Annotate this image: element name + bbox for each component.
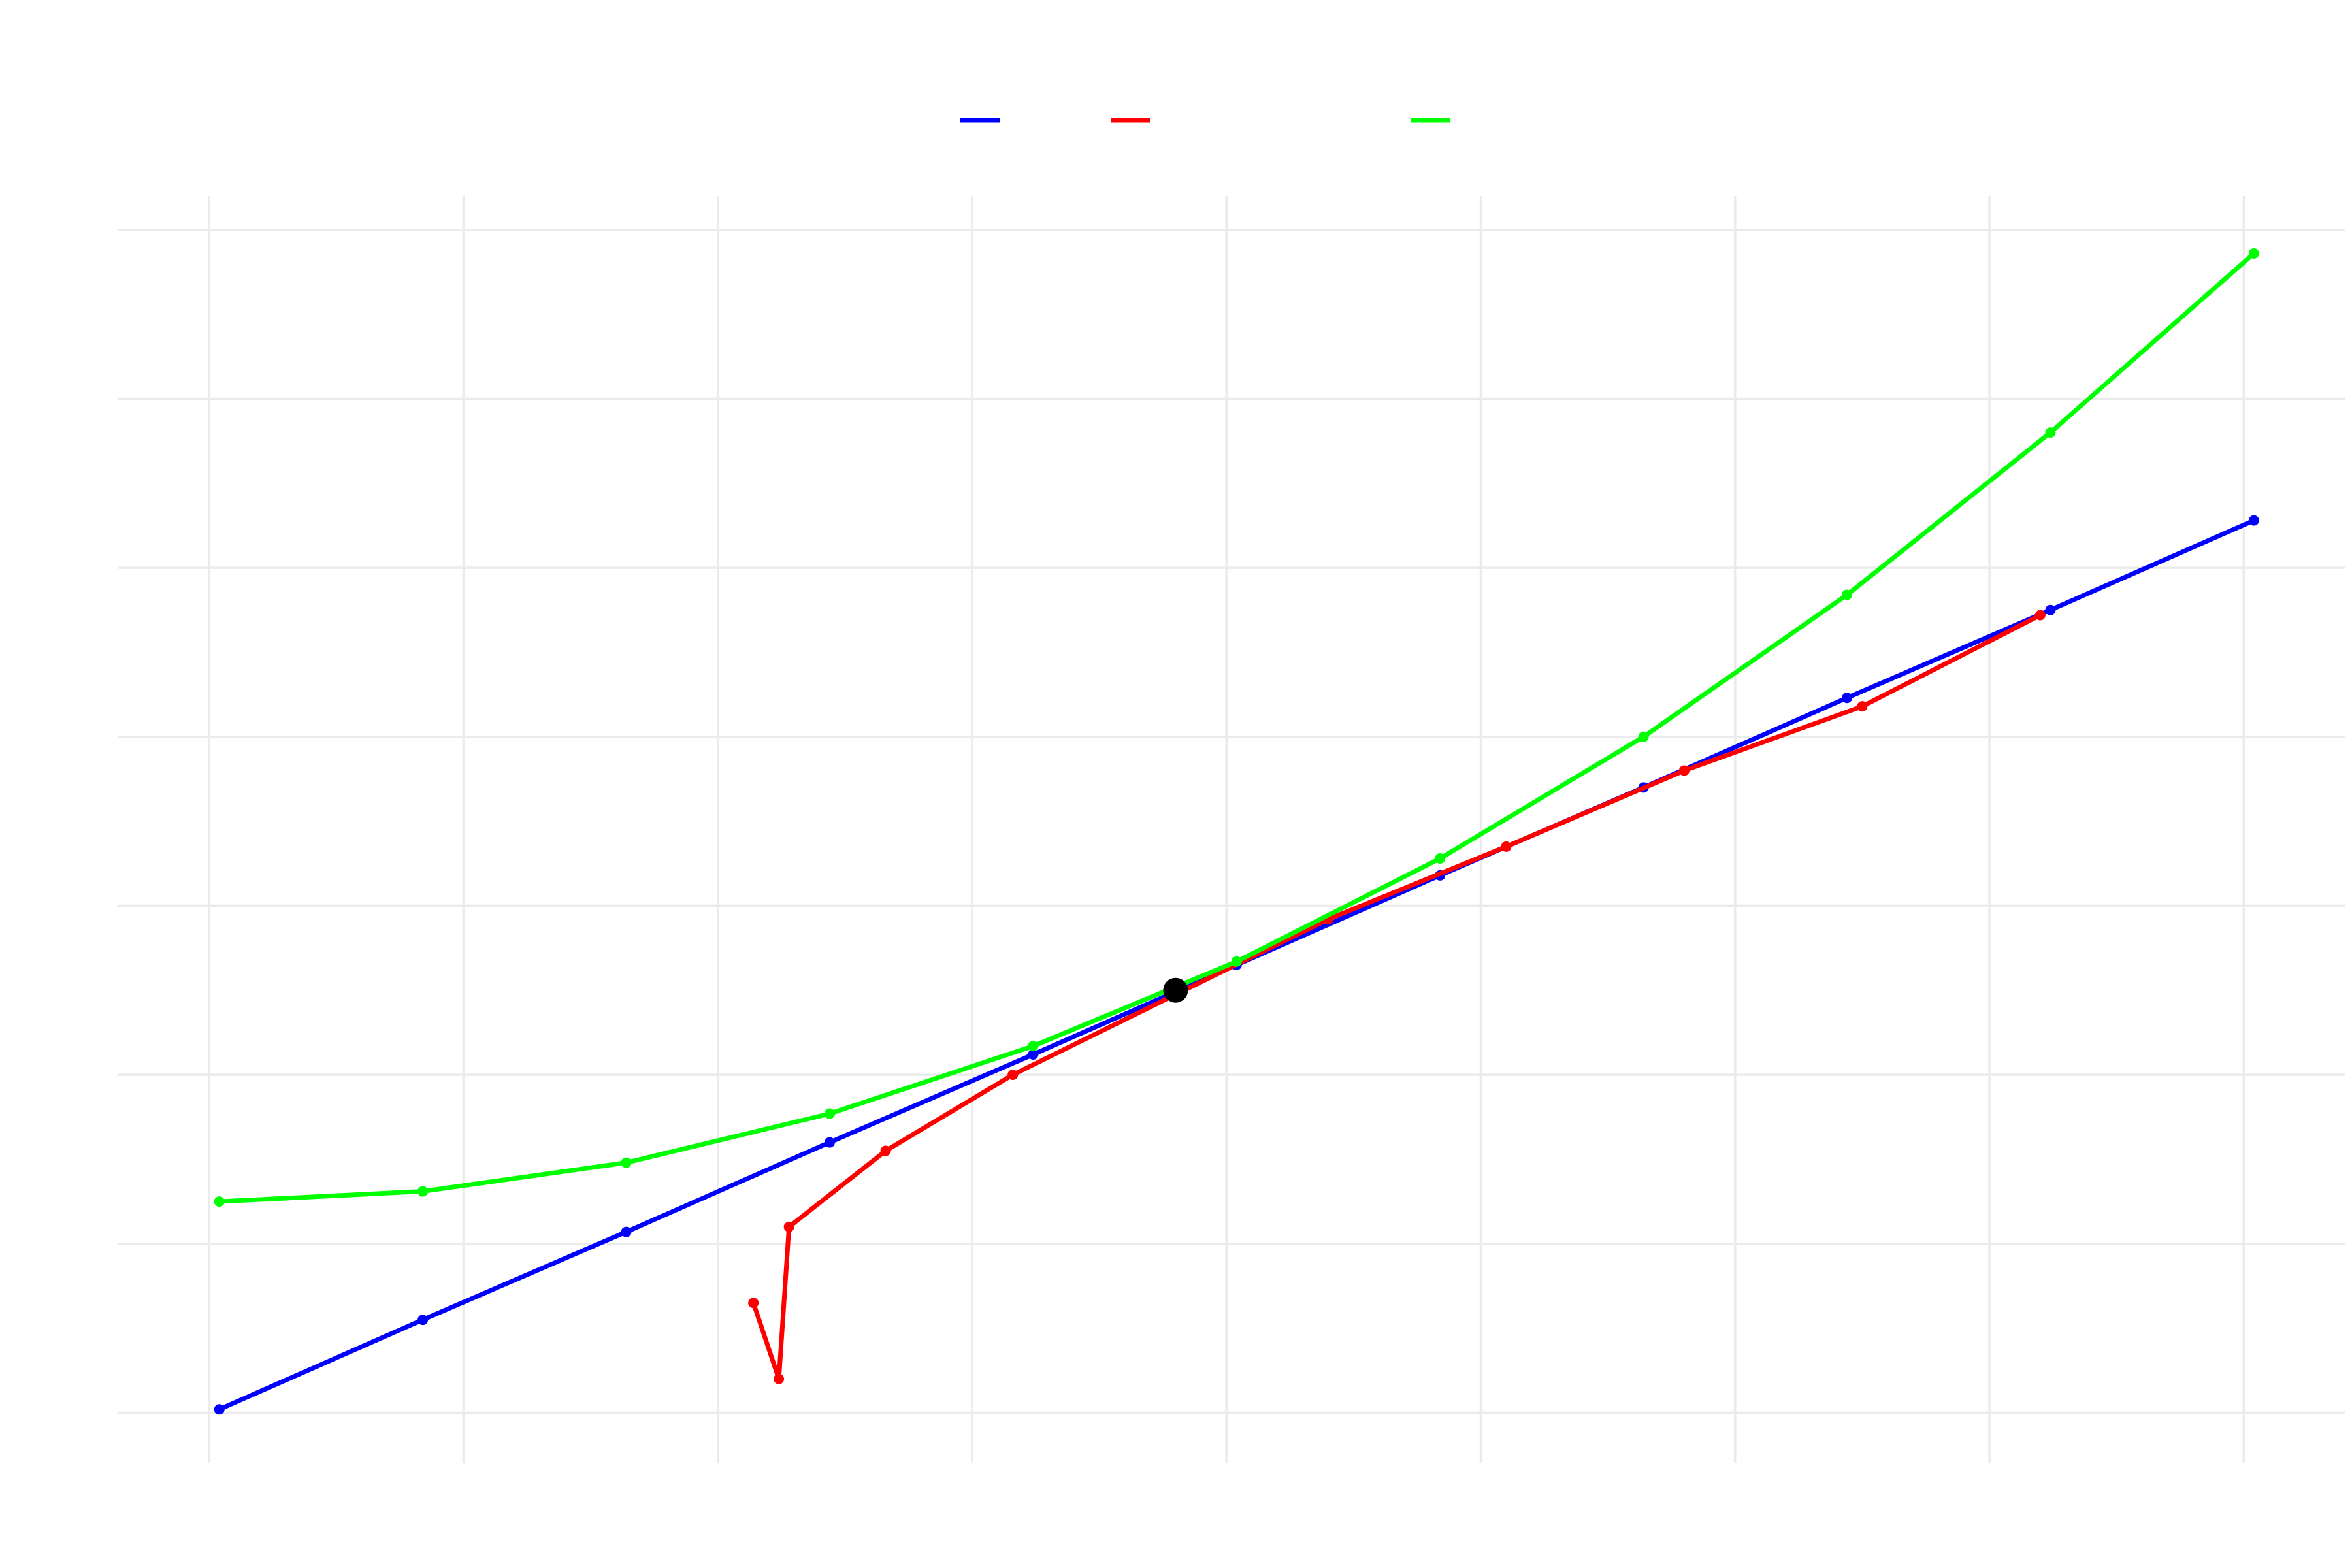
data-point	[880, 1145, 891, 1156]
data-point	[1007, 1070, 1019, 1081]
data-point	[2034, 610, 2046, 621]
series-group	[214, 248, 2259, 1415]
data-point	[1842, 589, 1853, 600]
data-point	[783, 1221, 794, 1232]
data-point	[2045, 427, 2056, 438]
highlight-point	[1163, 977, 1188, 1003]
series-line	[751, 613, 2043, 1382]
data-point	[214, 1404, 225, 1415]
series-3	[214, 248, 2259, 1207]
data-point	[1501, 841, 1512, 852]
highlight-group	[1163, 977, 1188, 1003]
data-point	[1857, 701, 1868, 712]
data-point	[1638, 731, 1649, 742]
data-point	[214, 1196, 225, 1207]
data-point	[1435, 853, 1446, 864]
data-point	[621, 1226, 632, 1237]
data-point	[824, 1137, 835, 1148]
data-point	[1678, 765, 1690, 776]
data-point	[1842, 693, 1853, 704]
data-point	[748, 1298, 759, 1309]
data-point	[1028, 1041, 1039, 1052]
data-point	[2248, 248, 2259, 259]
data-point	[417, 1186, 429, 1197]
data-point	[2045, 604, 2056, 615]
data-point	[2248, 515, 2259, 526]
data-point	[824, 1108, 835, 1119]
data-point	[417, 1315, 429, 1326]
data-point	[1028, 1049, 1039, 1060]
series-line	[217, 251, 2257, 1204]
series-2	[748, 610, 2046, 1384]
data-point	[1231, 956, 1242, 967]
data-point	[774, 1373, 785, 1384]
grid-lines	[118, 196, 2345, 1463]
data-point	[621, 1157, 632, 1168]
